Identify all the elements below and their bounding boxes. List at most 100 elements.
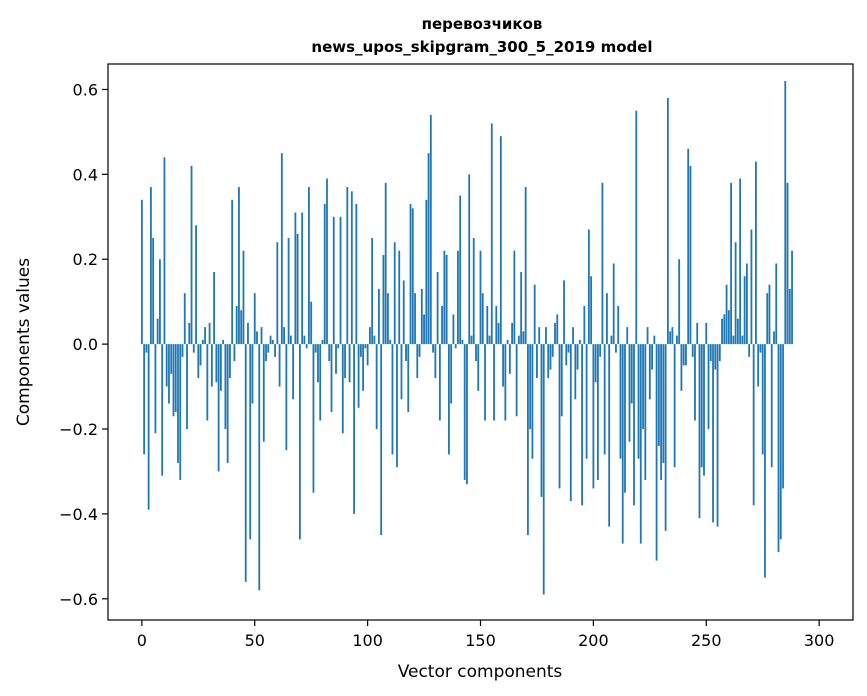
bar-component-206 xyxy=(606,293,608,345)
bar-component-115 xyxy=(400,344,403,400)
bar-component-260 xyxy=(727,310,730,345)
bar-component-201 xyxy=(594,344,597,383)
bar-component-37 xyxy=(224,344,227,430)
bar-component-143 xyxy=(463,344,466,480)
bar-component-103 xyxy=(373,335,376,345)
bar-component-263 xyxy=(734,242,737,345)
bar-component-127 xyxy=(427,153,430,345)
chart-title-line2: news_upos_skipgram_300_5_2019 model xyxy=(311,38,652,56)
y-tick-label: −0.6 xyxy=(59,590,98,609)
bar-component-185 xyxy=(558,344,561,489)
bar-component-117 xyxy=(405,344,407,362)
bar-component-251 xyxy=(707,344,710,430)
bar-component-237 xyxy=(676,335,678,345)
bar-component-35 xyxy=(219,344,222,391)
bar-component-195 xyxy=(581,344,583,506)
bar-component-172 xyxy=(529,344,532,430)
x-tick-label: 200 xyxy=(578,631,609,650)
bar-component-241 xyxy=(685,344,687,366)
bar-component-197 xyxy=(585,344,588,459)
x-tick-label: 150 xyxy=(465,631,496,650)
bar-component-252 xyxy=(709,344,712,362)
bar-component-239 xyxy=(680,344,683,391)
bar-component-169 xyxy=(522,331,525,345)
bar-component-255 xyxy=(716,344,719,527)
bar-component-106 xyxy=(380,344,383,536)
x-tick-label: 0 xyxy=(137,631,147,650)
bar-component-247 xyxy=(698,344,701,519)
bar-component-135 xyxy=(445,254,448,345)
bars-group xyxy=(140,80,793,595)
bar-component-62 xyxy=(280,153,283,345)
bar-component-254 xyxy=(714,344,717,370)
bar-component-69 xyxy=(296,233,299,345)
bar-component-78 xyxy=(317,344,319,383)
bar-component-208 xyxy=(610,335,613,345)
bar-component-146 xyxy=(470,335,473,345)
bar-component-190 xyxy=(569,344,572,502)
bar-component-234 xyxy=(669,331,672,345)
bar-component-104 xyxy=(375,344,378,430)
bar-component-235 xyxy=(671,327,674,345)
bar-component-86 xyxy=(335,344,337,374)
bar-component-233 xyxy=(666,97,669,345)
bar-component-9 xyxy=(161,344,164,476)
bar-component-202 xyxy=(596,344,599,480)
bar-component-215 xyxy=(626,327,629,345)
bar-component-173 xyxy=(531,344,534,459)
x-axis-label: Vector components xyxy=(398,662,563,682)
bar-component-64 xyxy=(285,344,288,451)
bar-component-46 xyxy=(244,344,247,582)
bar-component-40 xyxy=(231,199,234,345)
bar-component-28 xyxy=(204,327,206,345)
bar-component-50 xyxy=(253,293,256,345)
bar-component-32 xyxy=(213,271,216,345)
bar-component-4 xyxy=(149,187,152,345)
bar-component-179 xyxy=(545,327,547,345)
bar-component-39 xyxy=(229,344,231,379)
bar-component-100 xyxy=(366,344,369,366)
bar-component-47 xyxy=(247,322,249,345)
bar-component-264 xyxy=(736,318,739,345)
bar-component-158 xyxy=(497,322,500,345)
bar-component-77 xyxy=(314,344,317,353)
bar-component-52 xyxy=(258,344,261,591)
bar-component-25 xyxy=(197,344,200,379)
bar-component-154 xyxy=(488,335,491,345)
bar-component-82 xyxy=(326,178,328,345)
bar-component-36 xyxy=(222,339,225,345)
bar-component-140 xyxy=(457,250,459,345)
bar-component-122 xyxy=(416,344,419,379)
bar-component-279 xyxy=(770,344,773,468)
bar-component-31 xyxy=(210,344,213,387)
bar-component-121 xyxy=(414,293,416,345)
bar-component-182 xyxy=(551,344,554,357)
bar-component-272 xyxy=(755,161,757,345)
bar-component-203 xyxy=(599,344,602,357)
bar-component-249 xyxy=(703,344,705,476)
bar-component-24 xyxy=(195,225,197,345)
bar-component-181 xyxy=(549,344,552,370)
bar-component-107 xyxy=(382,254,385,345)
bar-component-128 xyxy=(429,114,432,345)
bar-component-97 xyxy=(359,344,362,357)
bar-component-187 xyxy=(563,280,565,345)
bar-component-116 xyxy=(402,280,405,345)
x-axis-ticks: 0 50 100 150 200 250 300 xyxy=(137,620,834,650)
bar-component-59 xyxy=(274,344,276,357)
bar-component-221 xyxy=(639,344,642,544)
bar-component-67 xyxy=(292,344,295,400)
bar-component-282 xyxy=(777,344,780,553)
bar-component-80 xyxy=(321,339,324,345)
bar-component-269 xyxy=(748,344,751,357)
bar-component-262 xyxy=(732,335,735,345)
bar-component-207 xyxy=(608,344,611,527)
bar-component-166 xyxy=(515,344,518,417)
bar-component-73 xyxy=(305,344,308,349)
bar-component-259 xyxy=(725,284,728,345)
bar-component-22 xyxy=(190,165,193,345)
bar-component-199 xyxy=(590,276,593,345)
bar-component-70 xyxy=(298,344,301,540)
bar-component-131 xyxy=(436,271,439,345)
bar-component-184 xyxy=(556,314,559,345)
